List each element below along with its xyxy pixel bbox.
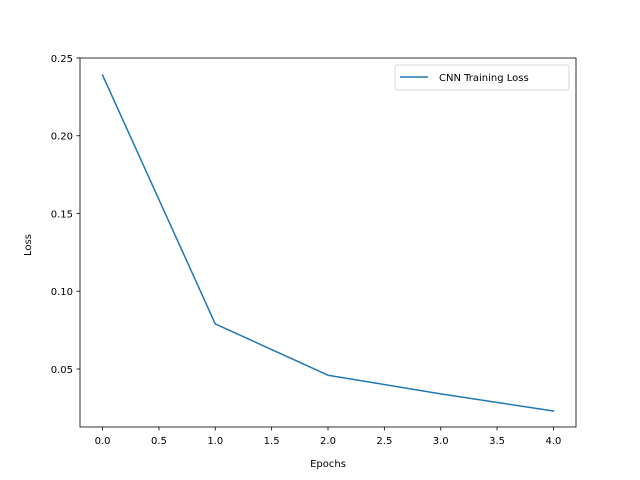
x-tick-label: 1.5 [264,436,280,447]
x-axis-ticks: 0.0 0.5 1.0 1.5 2.0 2.5 3.0 3.5 4.0 [95,427,562,447]
series-line [101,74,555,412]
x-tick-label: 2.0 [320,436,336,447]
legend-label: CNN Training Loss [439,73,529,84]
x-tick-label: 2.5 [376,436,392,447]
x-tick-label: 0.5 [151,436,167,447]
legend-box [394,64,570,91]
y-axis-ticks: 0.05 0.10 0.15 0.20 0.25 [51,54,80,376]
y-tick-label: 0.05 [51,365,73,376]
x-tick-label: 1.0 [207,436,223,447]
x-tick-label: 3.5 [489,436,505,447]
x-axis-label: Epochs [310,459,346,470]
x-tick-label: 0.0 [95,436,111,447]
y-tick-label: 0.25 [51,54,73,65]
plot-frame [79,57,577,428]
series-layer [101,74,555,412]
y-tick-label: 0.20 [51,132,73,143]
x-tick-label: 4.0 [546,436,562,447]
y-tick-label: 0.15 [51,209,73,220]
y-axis-label: Loss [23,234,34,256]
plot-area [80,58,576,427]
legend: CNN Training Loss [394,64,570,91]
y-tick-label: 0.10 [51,287,73,298]
x-tick-label: 3.0 [433,436,449,447]
